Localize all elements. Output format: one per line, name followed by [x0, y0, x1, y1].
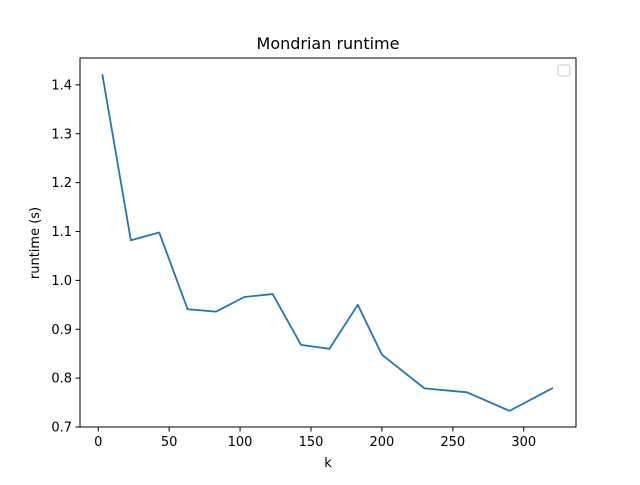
x-tick-label: 150	[299, 435, 324, 450]
x-tick-label: 200	[369, 435, 394, 450]
series-line-0	[101, 74, 554, 412]
legend	[557, 64, 571, 77]
x-tick-label: 100	[228, 435, 253, 450]
y-tick-label: 1.1	[51, 225, 72, 240]
y-tick-label: 1.2	[51, 176, 72, 191]
chart-title: Mondrian runtime	[257, 34, 400, 53]
legend-box	[557, 64, 571, 77]
y-tick-label: 1.0	[51, 274, 72, 289]
y-axis-label: runtime (s)	[28, 207, 43, 279]
x-tick-label: 0	[94, 435, 102, 450]
x-tick-label: 300	[511, 435, 536, 450]
plot-area	[79, 57, 577, 428]
y-tick-label: 1.3	[51, 127, 72, 142]
x-tick-label: 50	[161, 435, 178, 450]
y-axis: 0.7 0.8 0.9 1.0 1.1 1.2 1.3 1.4	[51, 78, 80, 436]
x-tick-label: 250	[440, 435, 465, 450]
x-axis-label: k	[324, 456, 332, 471]
axes-frame	[79, 57, 577, 428]
y-tick-label: 0.9	[51, 323, 72, 338]
y-tick-label: 0.7	[51, 421, 72, 436]
y-tick-label: 0.8	[51, 372, 72, 387]
y-tick-label: 1.4	[51, 78, 72, 93]
x-axis: 0 50 100 150 200 250 300	[94, 427, 536, 450]
